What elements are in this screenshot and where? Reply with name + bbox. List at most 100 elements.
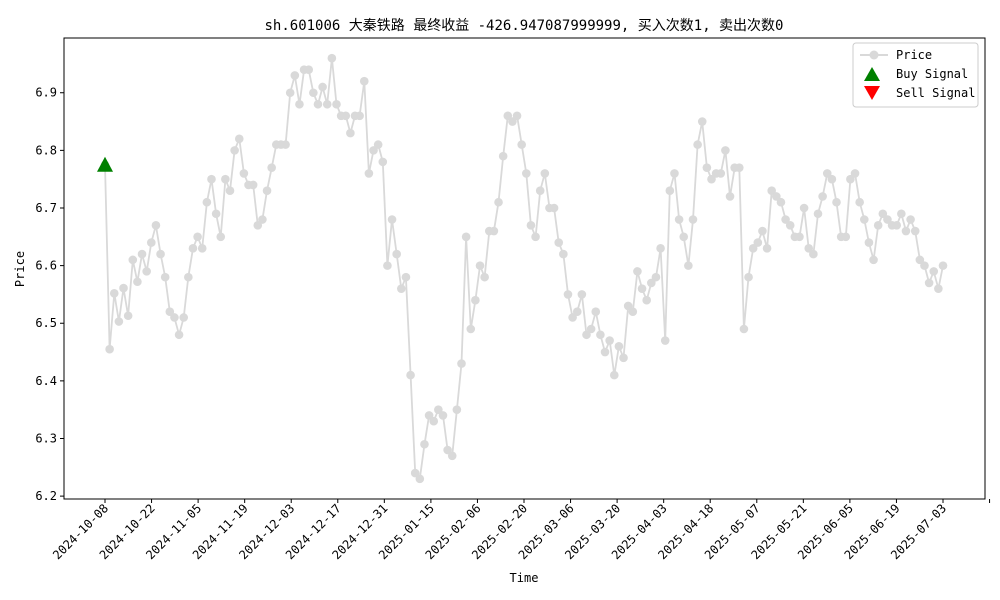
price-point (434, 405, 443, 414)
price-point (549, 203, 559, 213)
price-point (582, 330, 591, 340)
price-point (184, 272, 193, 282)
y-axis: 6.2 6.3 6.4 6.5 6.6 6.7 6.8 6.9 (35, 86, 64, 503)
price-point (420, 439, 429, 449)
price-point (878, 209, 888, 219)
price-point (322, 99, 332, 109)
price-point (498, 151, 508, 161)
price-point (443, 445, 452, 455)
y-tick-label: 6.2 (35, 489, 57, 503)
price-point (290, 71, 300, 80)
price-point (665, 186, 675, 196)
price-point (892, 220, 902, 230)
price-point (758, 226, 767, 236)
price-point (716, 169, 726, 178)
price-point (568, 313, 577, 322)
price-point (827, 174, 837, 184)
price-point (461, 232, 471, 242)
price-point (702, 163, 712, 172)
price-point (864, 238, 874, 247)
price-point (383, 261, 392, 270)
price-point (772, 192, 781, 201)
price-point (785, 220, 795, 230)
price-point (313, 99, 323, 109)
price-point (128, 255, 138, 265)
price-point (633, 267, 642, 276)
legend-buy-label: Buy Signal (896, 67, 968, 81)
price-point (535, 186, 545, 196)
price-point (392, 249, 401, 259)
price-point (248, 180, 258, 190)
price-point (466, 324, 476, 334)
price-point (651, 272, 661, 282)
price-point (355, 111, 364, 121)
price-point (762, 244, 772, 253)
price-point (512, 111, 522, 121)
price-point (822, 169, 832, 178)
price-point (924, 278, 934, 288)
price-point (684, 261, 693, 270)
price-point (114, 317, 124, 326)
price-point (623, 301, 633, 311)
buy-signal-marker (97, 156, 113, 172)
price-point (170, 313, 179, 322)
price-point (818, 192, 827, 201)
price-point (707, 174, 716, 184)
price-point (415, 474, 425, 484)
price-point (753, 238, 763, 247)
price-point (304, 65, 314, 74)
price-point (397, 284, 406, 293)
price-point (721, 146, 730, 155)
price-point (897, 209, 906, 219)
price-point (873, 220, 883, 230)
price-point (883, 215, 892, 224)
price-point (188, 244, 198, 253)
price-point (744, 272, 753, 282)
price-point (725, 192, 735, 201)
price-point (239, 169, 249, 178)
price-point (489, 226, 499, 236)
price-point (670, 169, 679, 178)
legend-box (852, 42, 979, 108)
price-point (591, 307, 601, 317)
price-point (846, 174, 855, 184)
price-point (258, 215, 267, 224)
y-tick-label: 6.6 (35, 259, 57, 273)
y-tick-label: 6.5 (35, 316, 57, 330)
price-point (920, 261, 929, 270)
price-point (938, 261, 948, 270)
price-point (809, 249, 818, 259)
price-point (341, 111, 351, 121)
price-point (586, 324, 596, 334)
price-point (503, 111, 513, 121)
price-point (387, 215, 397, 224)
price-point (369, 146, 378, 155)
price-point (660, 336, 670, 345)
price-point (776, 197, 786, 207)
price-point (262, 186, 272, 196)
price-point (309, 88, 318, 98)
price-point (406, 370, 415, 380)
price-point (841, 232, 851, 242)
price-point (401, 272, 411, 282)
chart-title: sh.601006 大秦铁路 最终收益 -426.947087999999, 买… (264, 18, 783, 34)
price-point (609, 370, 619, 380)
price-point (813, 209, 823, 219)
price-point (596, 330, 605, 340)
price-point (628, 307, 638, 317)
legend: Price Buy Signal Sell Signal (852, 42, 979, 108)
price-point (600, 347, 610, 357)
price-point (929, 267, 939, 276)
price-point (160, 272, 170, 282)
price-point (526, 220, 536, 230)
legend-sell-label: Sell Signal (896, 86, 975, 100)
price-point (637, 284, 647, 293)
price-point (285, 88, 295, 98)
price-point (540, 169, 550, 178)
price-point (799, 203, 809, 213)
price-point (332, 99, 341, 109)
price-point (517, 140, 526, 149)
price-point (494, 197, 503, 207)
